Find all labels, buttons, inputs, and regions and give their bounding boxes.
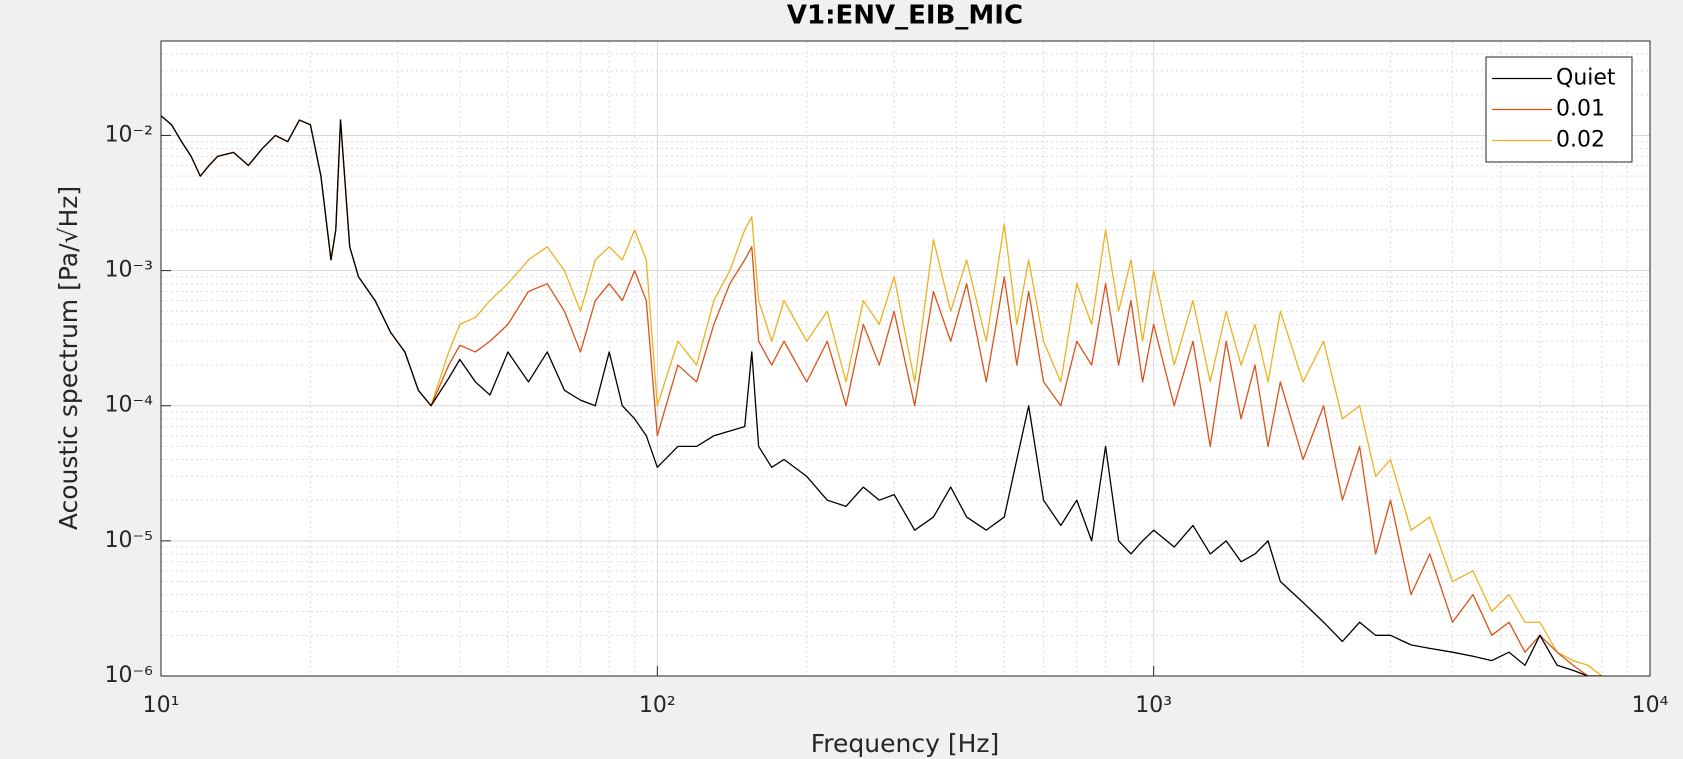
chart-title: V1:ENV_EIB_MIC <box>787 1 1023 31</box>
legend-label: 0.01 <box>1556 97 1605 122</box>
legend-label: 0.02 <box>1556 128 1605 153</box>
x-tick-label: 10¹ <box>143 693 180 718</box>
y-tick-label: 10⁻² <box>105 122 153 147</box>
x-tick-label: 10² <box>639 693 676 718</box>
plot-area <box>161 41 1650 676</box>
x-axis-label: Frequency [Hz] <box>811 729 1000 758</box>
legend-label: Quiet <box>1556 66 1616 91</box>
x-tick-label: 10⁴ <box>1632 693 1669 718</box>
lines <box>161 115 1603 676</box>
y-tick-label: 10⁻⁴ <box>105 393 154 418</box>
y-tick-label: 10⁻⁶ <box>105 663 154 688</box>
labels: 10¹ 10² 10³ 10⁴ 10⁻⁶ 10⁻⁵ 10⁻⁴ 10⁻³ 10⁻² <box>105 122 1669 718</box>
series-line <box>161 115 1602 676</box>
y-axis-label: Acoustic spectrum [Pa/√Hz] <box>54 186 83 530</box>
x-tick-label: 10³ <box>1135 693 1172 718</box>
legend: Quiet 0.01 0.02 <box>1485 56 1633 163</box>
axes-box <box>160 40 1651 677</box>
y-tick-label: 10⁻⁵ <box>105 528 153 553</box>
y-tick-label: 10⁻³ <box>105 258 153 283</box>
